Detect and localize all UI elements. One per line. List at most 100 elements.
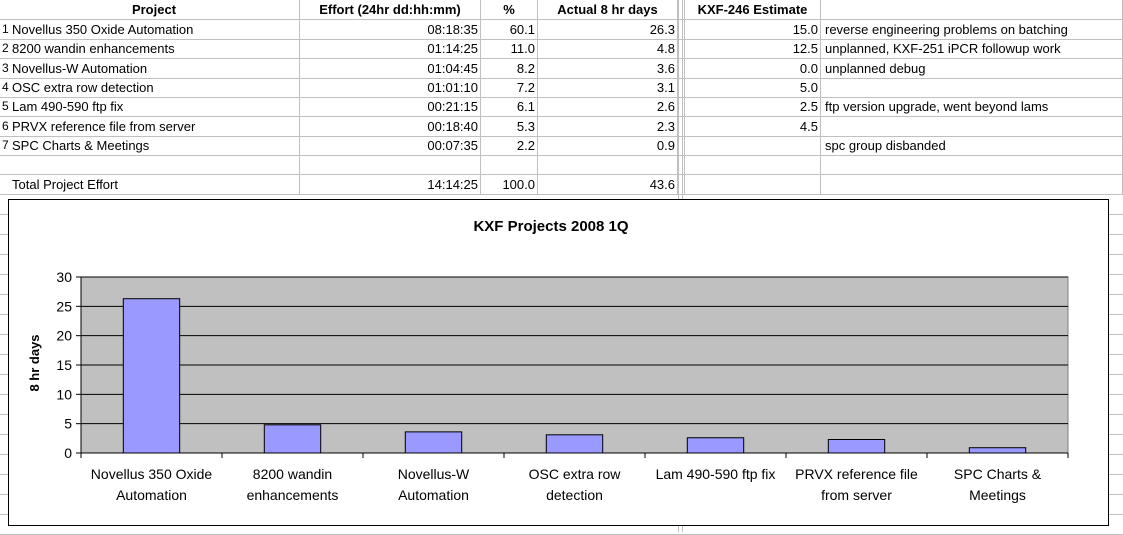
cell[interactable] (822, 155, 1123, 174)
cell-effort[interactable]: 08:18:35 (300, 20, 481, 39)
blank-row (0, 155, 1123, 175)
x-category-label-line: Automation (398, 487, 469, 503)
cell-note[interactable]: ftp version upgrade, went beyond lams (822, 97, 1123, 117)
cell[interactable] (684, 175, 821, 194)
cell[interactable] (684, 155, 821, 174)
cell-actual-days[interactable]: 26.3 (538, 20, 678, 39)
x-category-label-line: detection (546, 487, 603, 503)
cell-actual-days[interactable]: 3.1 (538, 77, 678, 97)
cell-actual-days[interactable]: 2.6 (538, 97, 678, 117)
total-percent[interactable]: 100.0 (481, 175, 538, 194)
cell-percent[interactable]: 5.3 (481, 116, 538, 136)
x-category-label: OSC extra row detection (529, 466, 622, 503)
cell-note[interactable]: spc group disbanded (822, 135, 1123, 155)
bar[interactable] (827, 439, 886, 454)
header-percent[interactable]: % (481, 0, 538, 19)
cell-actual-days[interactable]: 4.8 (538, 39, 678, 59)
y-tick-label: 15 (56, 357, 72, 373)
bar[interactable] (263, 424, 322, 454)
cell[interactable] (481, 155, 538, 174)
x-category-label-line: Meetings (969, 487, 1026, 503)
cell-estimate[interactable]: 4.5 (684, 116, 821, 136)
cell[interactable] (822, 175, 1123, 194)
bar[interactable] (404, 431, 463, 454)
table-row: 4 OSC extra row detection 01:01:10 7.2 3.1 5.… (0, 77, 1123, 98)
cell[interactable] (538, 155, 678, 174)
row-number[interactable] (0, 175, 9, 194)
cell-effort[interactable]: 01:01:10 (300, 77, 481, 97)
cell-effort[interactable]: 00:07:35 (300, 135, 481, 155)
cell-estimate[interactable]: 15.0 (684, 20, 821, 39)
bar[interactable] (122, 298, 181, 454)
cell-percent[interactable]: 2.2 (481, 135, 538, 155)
cell-effort[interactable]: 00:18:40 (300, 116, 481, 136)
cell-actual-days[interactable]: 0.9 (538, 135, 678, 155)
embedded-bar-chart[interactable]: KXF Projects 2008 1Q 0 5 10 15 20 25 30 Novell… (8, 199, 1109, 526)
x-category-label-line: SPC Charts & (954, 466, 1042, 482)
cell-actual-days[interactable]: 2.3 (538, 116, 678, 136)
header-note[interactable] (822, 0, 1123, 19)
row-number[interactable]: 2 (2, 41, 9, 56)
x-category-label: PRVX reference file from server (795, 466, 918, 503)
cell-actual-days[interactable]: 3.6 (538, 58, 678, 78)
header-actual-days[interactable]: Actual 8 hr days (538, 0, 678, 19)
cell-estimate[interactable]: 2.5 (684, 97, 821, 117)
cell-note[interactable] (822, 77, 1123, 97)
row-number[interactable]: 3 (2, 60, 9, 75)
total-actual-days[interactable]: 43.6 (538, 175, 678, 194)
y-axis-ticks: 0 5 10 15 20 25 30 (56, 269, 81, 461)
cell-note[interactable] (822, 116, 1123, 136)
bar[interactable] (545, 434, 604, 454)
cell-note[interactable]: unplanned, KXF-251 iPCR followup work (822, 39, 1123, 59)
total-effort[interactable]: 14:14:25 (300, 175, 481, 194)
cell[interactable] (300, 155, 481, 174)
x-category-label-line: from server (821, 487, 892, 503)
cell-percent[interactable]: 11.0 (481, 39, 538, 59)
cell-project[interactable]: 8200 wandin enhancements (9, 39, 300, 59)
cell-percent[interactable]: 6.1 (481, 97, 538, 117)
cell[interactable] (9, 155, 300, 174)
table-row: 1 Novellus 350 Oxide Automation 08:18:35 60… (0, 20, 1123, 40)
cell-estimate[interactable] (684, 135, 821, 155)
header-estimate[interactable]: KXF-246 Estimate (684, 0, 821, 19)
cell-estimate[interactable]: 5.0 (684, 77, 821, 97)
cell-project[interactable]: Lam 490-590 ftp fix (9, 97, 300, 117)
cell-note[interactable]: unplanned debug (822, 58, 1123, 78)
table-row: 3 Novellus-W Automation 01:04:45 8.2 3.6 0.0 u… (0, 58, 1123, 79)
row-number[interactable]: 1 (2, 22, 9, 36)
cell-project[interactable]: OSC extra row detection (9, 77, 300, 97)
cell-project[interactable]: Novellus-W Automation (9, 58, 300, 78)
table-row: 2 8200 wandin enhancements 01:14:25 11.0 4.8… (0, 39, 1123, 60)
chart-canvas: KXF Projects 2008 1Q 0 5 10 15 20 25 30 Novell… (27, 218, 1069, 503)
row-number[interactable]: 6 (2, 118, 9, 133)
header-project[interactable]: Project (9, 0, 300, 19)
row-number[interactable]: 4 (2, 79, 9, 94)
header-effort[interactable]: Effort (24hr dd:hh:mm) (300, 0, 481, 19)
cell-effort[interactable]: 00:21:15 (300, 97, 481, 117)
row-number[interactable] (0, 0, 9, 19)
cell-project[interactable]: PRVX reference file from server (9, 116, 300, 136)
bar[interactable] (686, 437, 745, 454)
cell-estimate[interactable]: 0.0 (684, 58, 821, 78)
total-label[interactable]: Total Project Effort (9, 175, 300, 194)
cell-effort[interactable]: 01:14:25 (300, 39, 481, 59)
cell-percent[interactable]: 7.2 (481, 77, 538, 97)
x-category-label-line: PRVX reference file (795, 466, 918, 482)
bar[interactable] (968, 447, 1027, 454)
cell-percent[interactable]: 60.1 (481, 20, 538, 39)
cell-percent[interactable]: 8.2 (481, 58, 538, 78)
y-tick-label: 20 (56, 328, 72, 344)
cell-project[interactable]: SPC Charts & Meetings (9, 135, 300, 155)
row-number[interactable]: 7 (2, 137, 9, 152)
cell-effort[interactable]: 01:04:45 (300, 58, 481, 78)
x-category-label-line: Novellus-W (398, 466, 470, 482)
row-number[interactable] (0, 155, 9, 174)
y-tick-label: 30 (56, 269, 72, 285)
cell-note[interactable]: reverse engineering problems on batching (822, 20, 1123, 39)
cell-project[interactable]: Novellus 350 Oxide Automation (9, 20, 300, 39)
bar-series (122, 298, 1027, 454)
x-category-label: Lam 490-590 ftp fix (656, 466, 776, 482)
chart-title: KXF Projects 2008 1Q (473, 218, 628, 235)
row-number[interactable]: 5 (2, 99, 9, 114)
cell-estimate[interactable]: 12.5 (684, 39, 821, 59)
